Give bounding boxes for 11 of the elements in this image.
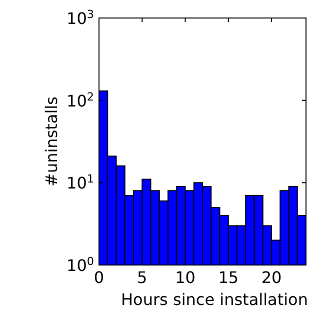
y-axis-title: #uninstalls (42, 96, 61, 186)
x-tick-label: 20 (261, 268, 282, 287)
y-tick-label: 10$^{0}$ (66, 254, 94, 275)
y-tick-label: 10$^{3}$ (66, 8, 94, 28)
y-tick-label: 10$^{2}$ (66, 90, 94, 110)
x-tick-label: 10 (175, 268, 196, 287)
x-tick-label: 5 (137, 268, 148, 287)
x-tick-label: 0 (94, 268, 104, 287)
y-tick-label: 10$^{1}$ (66, 172, 94, 193)
x-axis-title: Hours since installation (121, 290, 308, 309)
x-tick-label: 15 (218, 268, 239, 287)
